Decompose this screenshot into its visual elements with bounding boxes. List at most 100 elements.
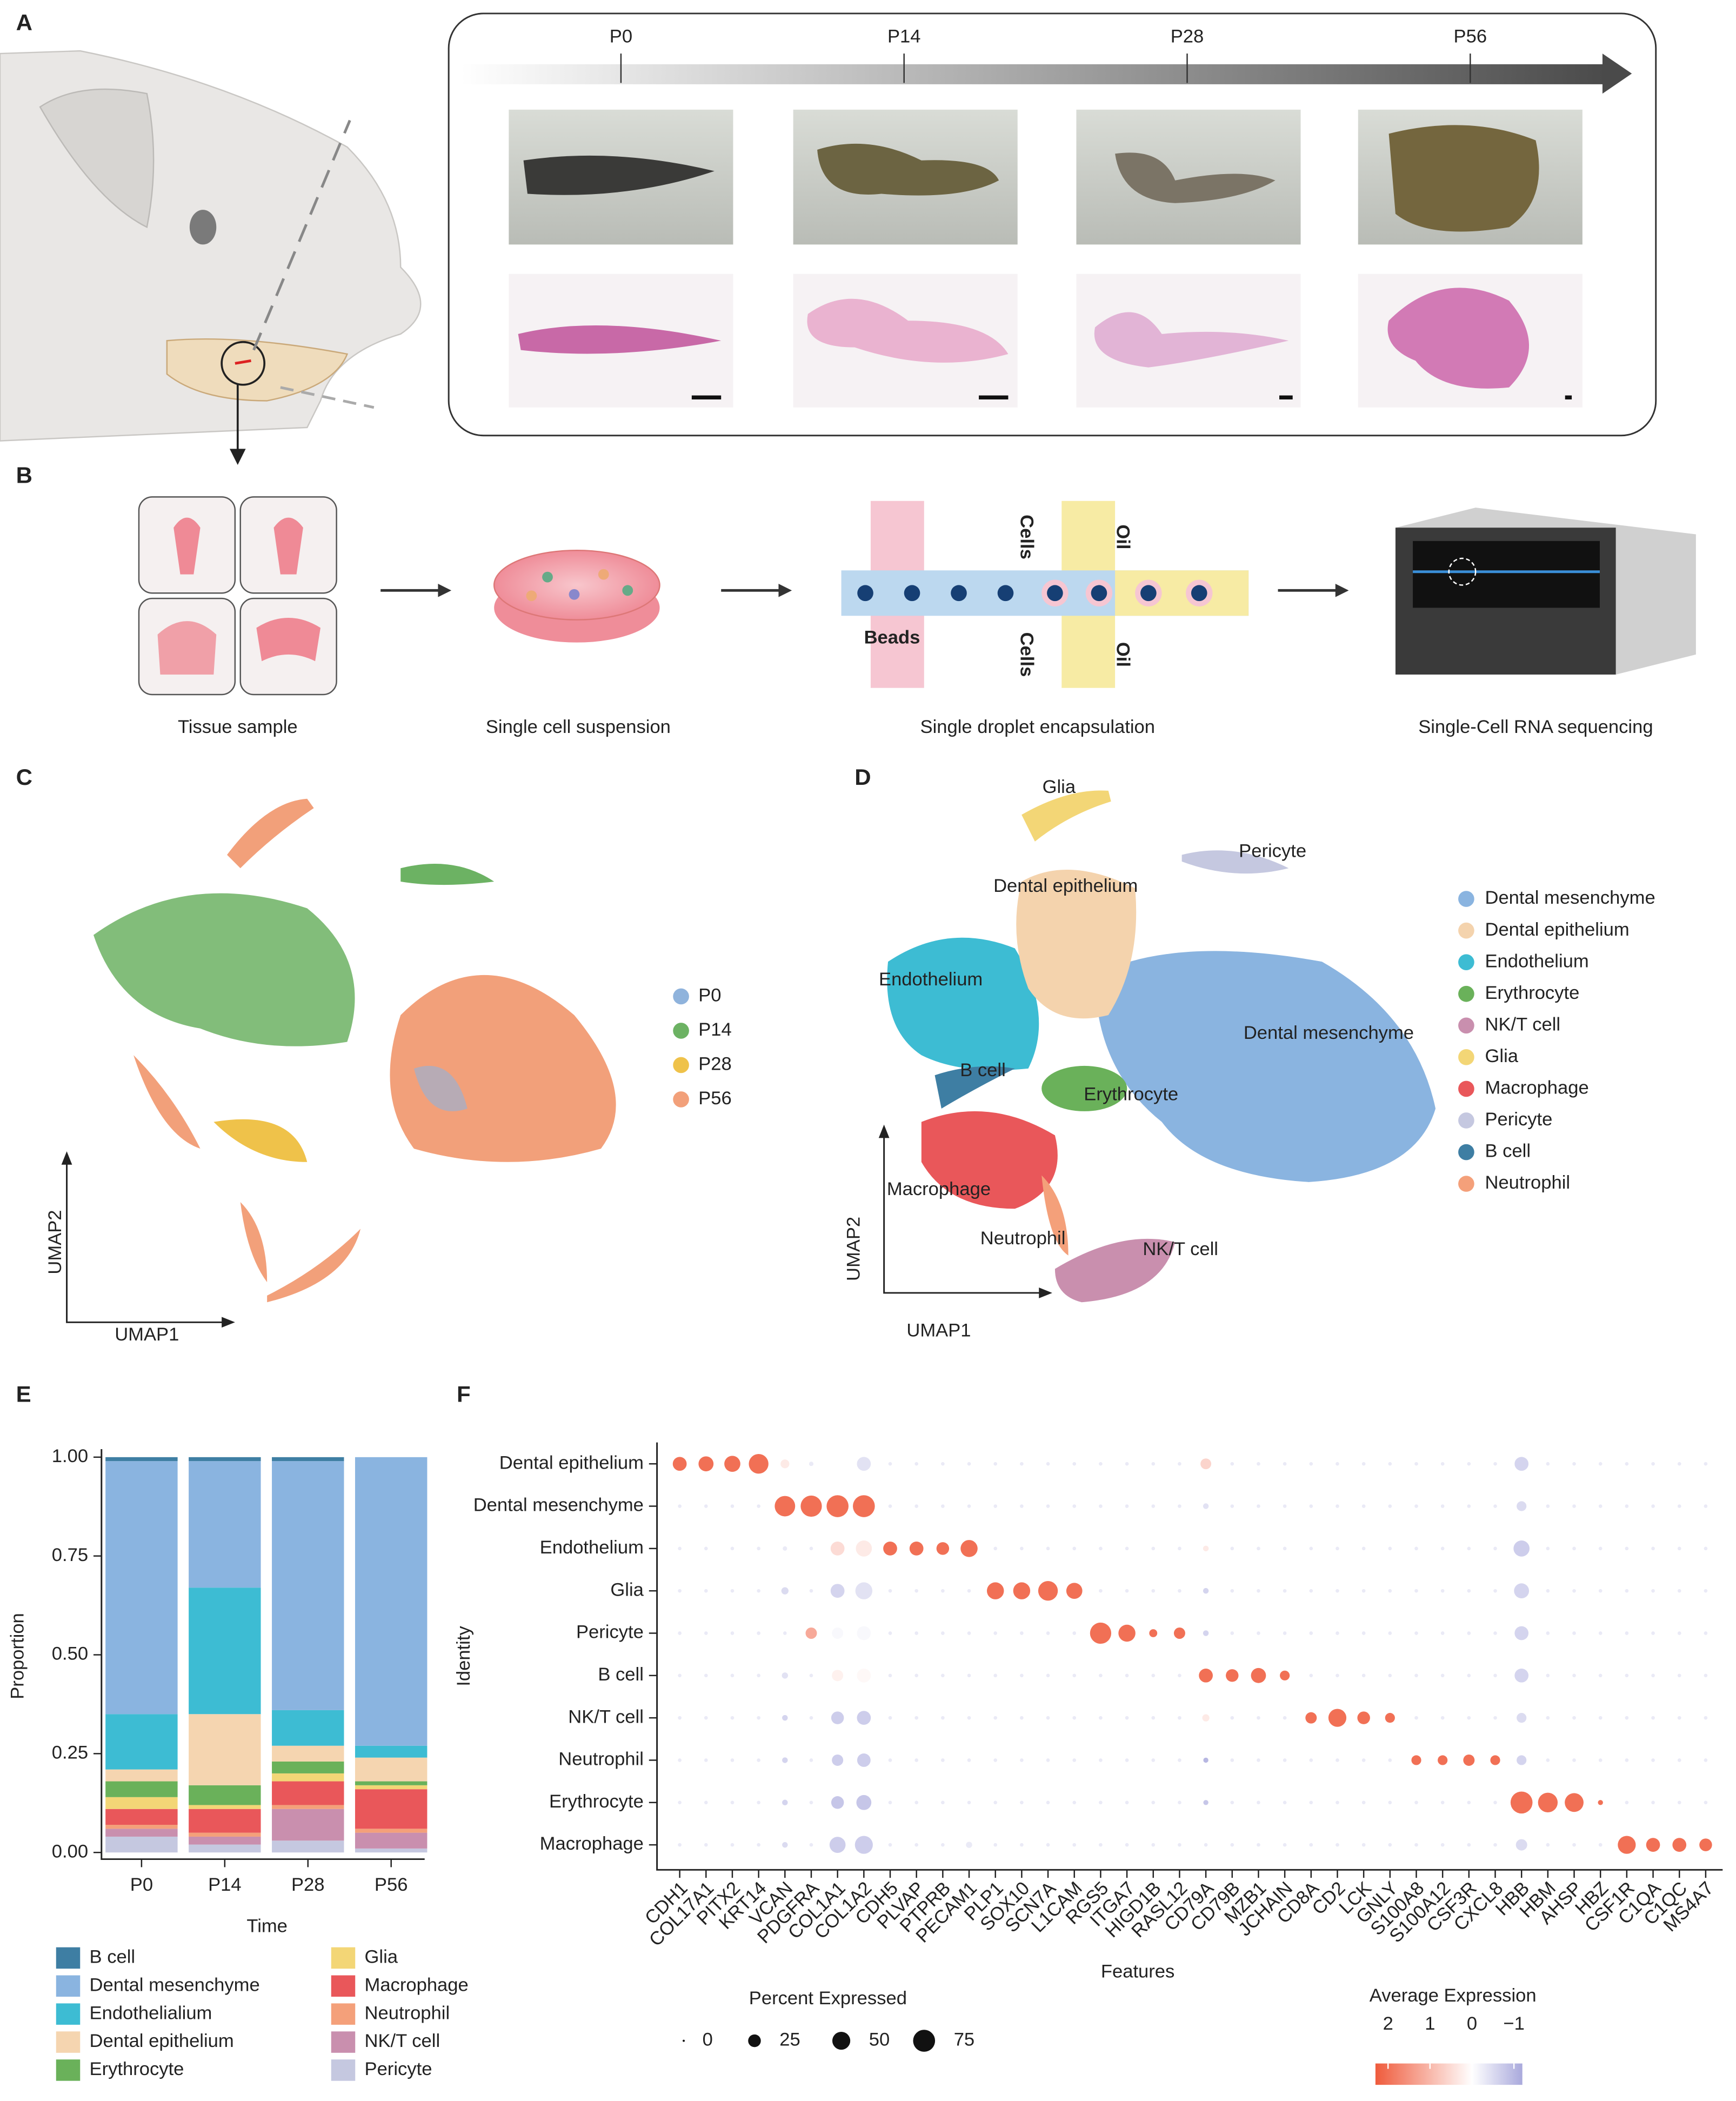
dot [1598, 1800, 1603, 1805]
bar-segment [272, 1840, 344, 1853]
dot [888, 1758, 892, 1762]
dot [1203, 1757, 1208, 1763]
dot [1151, 1843, 1156, 1847]
dot [1414, 1462, 1418, 1466]
dot [914, 1673, 919, 1678]
legend-swatch [56, 2003, 81, 2025]
dot [757, 1673, 760, 1678]
dot [1099, 1546, 1103, 1551]
legend-swatch [331, 1947, 356, 1969]
dot [1199, 1668, 1213, 1683]
dot [1651, 1716, 1655, 1720]
dot [941, 1843, 945, 1847]
dot [1309, 1631, 1313, 1635]
dot [1066, 1583, 1083, 1599]
dot [888, 1589, 892, 1593]
dot [1257, 1546, 1260, 1551]
bar-segment [105, 1797, 178, 1809]
axis-line [101, 1449, 425, 1860]
dot [1572, 1758, 1576, 1762]
dot [1230, 1462, 1234, 1466]
dot [809, 1589, 813, 1593]
dot [1440, 1716, 1445, 1720]
y-tick-label: Macrophage [540, 1833, 644, 1854]
dot [1203, 1630, 1209, 1636]
dot [678, 1631, 682, 1635]
dot [1125, 1800, 1129, 1805]
bar-segment [189, 1785, 261, 1805]
timepoint-label: P0 [610, 26, 632, 47]
legend-label: P0 [698, 985, 721, 1006]
bar-segment [355, 1848, 428, 1853]
dot [1072, 1673, 1077, 1678]
dot [1546, 1758, 1550, 1762]
bar-segment [189, 1805, 261, 1809]
bar-segment [355, 1829, 428, 1833]
legend-label: Dental epithelium [1485, 919, 1629, 940]
dot [1388, 1631, 1392, 1635]
step-label: Single cell suspension [486, 717, 671, 737]
dot [1598, 1716, 1603, 1720]
bar-segment [355, 1789, 428, 1829]
dot [1625, 1462, 1629, 1466]
dot [1072, 1843, 1077, 1847]
dot [1572, 1504, 1576, 1508]
dot [1020, 1758, 1024, 1762]
legend-swatch [1458, 1049, 1474, 1065]
dot [757, 1504, 760, 1508]
bar-segment [272, 1761, 344, 1773]
dot [1546, 1504, 1550, 1508]
dot [1072, 1462, 1077, 1466]
dot [1178, 1716, 1181, 1720]
chip-label: Oil [1112, 524, 1133, 549]
dot [1046, 1673, 1050, 1678]
dot [832, 1627, 844, 1639]
chip-label: Cells [1016, 632, 1037, 677]
dot [1230, 1716, 1234, 1720]
dot [1046, 1716, 1050, 1720]
dot [1677, 1716, 1681, 1720]
dot [1385, 1713, 1395, 1723]
dot [914, 1800, 919, 1805]
dot [1704, 1758, 1708, 1762]
dot [809, 1673, 813, 1678]
dot [1178, 1546, 1181, 1551]
dot [782, 1757, 788, 1763]
dot [1704, 1546, 1708, 1551]
bar-segment [355, 1457, 428, 1746]
dot [730, 1843, 735, 1847]
dot [1257, 1589, 1260, 1593]
dot [1020, 1631, 1024, 1635]
dot [941, 1800, 945, 1805]
dot [1230, 1631, 1234, 1635]
axis-label: Identity [453, 1626, 474, 1686]
color-bar-label: 0 [1467, 2013, 1477, 2034]
bar-segment [189, 1588, 261, 1715]
dot [730, 1716, 735, 1720]
dot [1414, 1800, 1418, 1805]
dot [831, 1711, 844, 1724]
size-legend-label: 0 [703, 2030, 713, 2050]
dot [857, 1668, 871, 1683]
bar-segment [272, 1781, 344, 1805]
legend-title: Average Expression [1370, 1985, 1537, 2006]
dot [986, 1582, 1004, 1599]
dot [857, 1626, 871, 1640]
dot [1283, 1589, 1287, 1593]
bar-segment [189, 1836, 261, 1845]
legend-swatch [56, 2059, 81, 2081]
dot [993, 1800, 998, 1805]
legend-label: Pericyte [365, 2059, 432, 2079]
dot [941, 1589, 945, 1593]
bar-segment [355, 1832, 428, 1849]
dot [757, 1716, 760, 1720]
specimen-images [509, 109, 1583, 408]
dot [1336, 1546, 1339, 1551]
dot [1572, 1462, 1576, 1466]
size-legend-dot [683, 2039, 685, 2042]
dot [1046, 1800, 1050, 1805]
y-tick-label: Erythrocyte [549, 1791, 644, 1812]
dot [1467, 1631, 1471, 1635]
dot [853, 1495, 875, 1517]
dot [888, 1673, 892, 1678]
